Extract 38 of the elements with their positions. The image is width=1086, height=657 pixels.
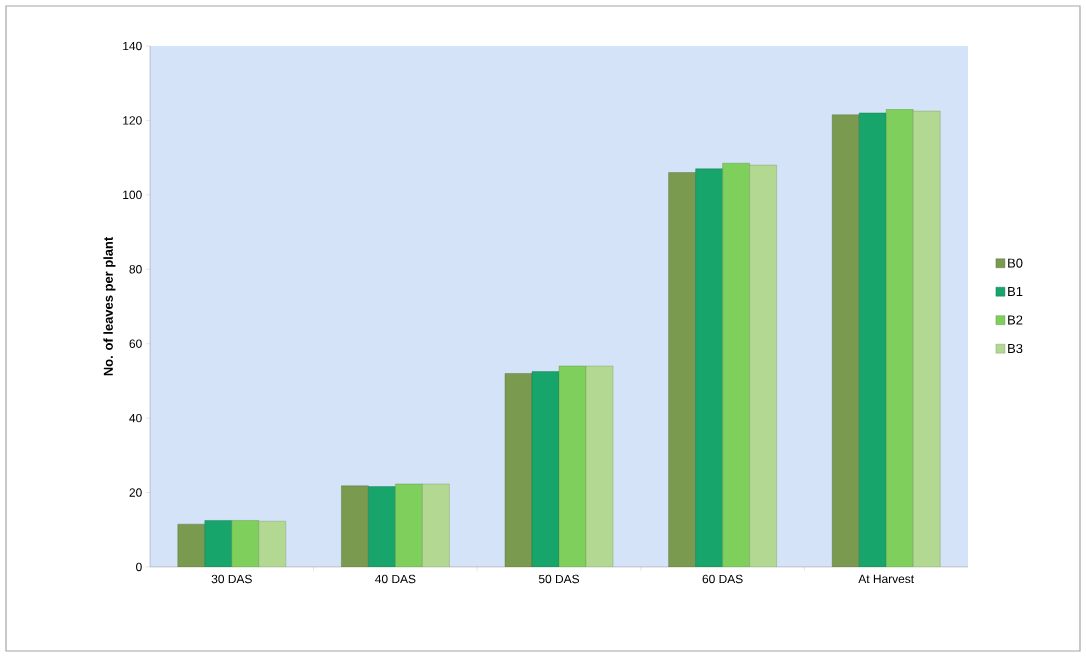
bar — [231, 520, 260, 567]
legend-label: B0 — [1008, 258, 1023, 268]
bar — [859, 112, 887, 567]
bar — [886, 109, 914, 567]
bar — [668, 172, 696, 567]
bar — [368, 486, 396, 567]
y-axis-title: No. of leaves per plant — [103, 236, 116, 376]
bar — [722, 163, 750, 567]
bar — [341, 485, 369, 567]
bar — [558, 365, 587, 567]
x-tick-label: 60 DAS — [702, 574, 743, 584]
x-tick-label: At Harvest — [858, 574, 915, 584]
x-tick-label: 50 DAS — [538, 574, 580, 584]
bar — [258, 521, 287, 567]
bar — [832, 114, 860, 567]
y-tick-label: 80 — [129, 265, 142, 274]
bar — [504, 373, 533, 567]
legend-label: B1 — [1008, 287, 1023, 296]
y-tick-label: 140 — [123, 41, 142, 51]
x-tick-label: 40 DAS — [375, 574, 416, 584]
bar — [695, 168, 723, 567]
x-tick-label: 30 DAS — [211, 574, 252, 584]
y-tick-label: 0 — [136, 562, 142, 572]
bar — [395, 483, 423, 567]
bar — [422, 483, 450, 567]
legend-label: B2 — [1008, 315, 1023, 325]
y-tick-label: 100 — [123, 190, 142, 200]
bar — [913, 110, 941, 567]
bar — [204, 520, 233, 567]
y-tick-label: 120 — [123, 116, 142, 125]
bar — [531, 371, 560, 567]
bar — [585, 365, 614, 567]
legend-label: B3 — [1008, 343, 1023, 354]
bar — [749, 164, 777, 567]
y-tick-label: 60 — [129, 339, 142, 348]
y-tick-label: 40 — [129, 413, 142, 423]
bar — [177, 523, 206, 567]
y-tick-label: 20 — [129, 488, 142, 497]
